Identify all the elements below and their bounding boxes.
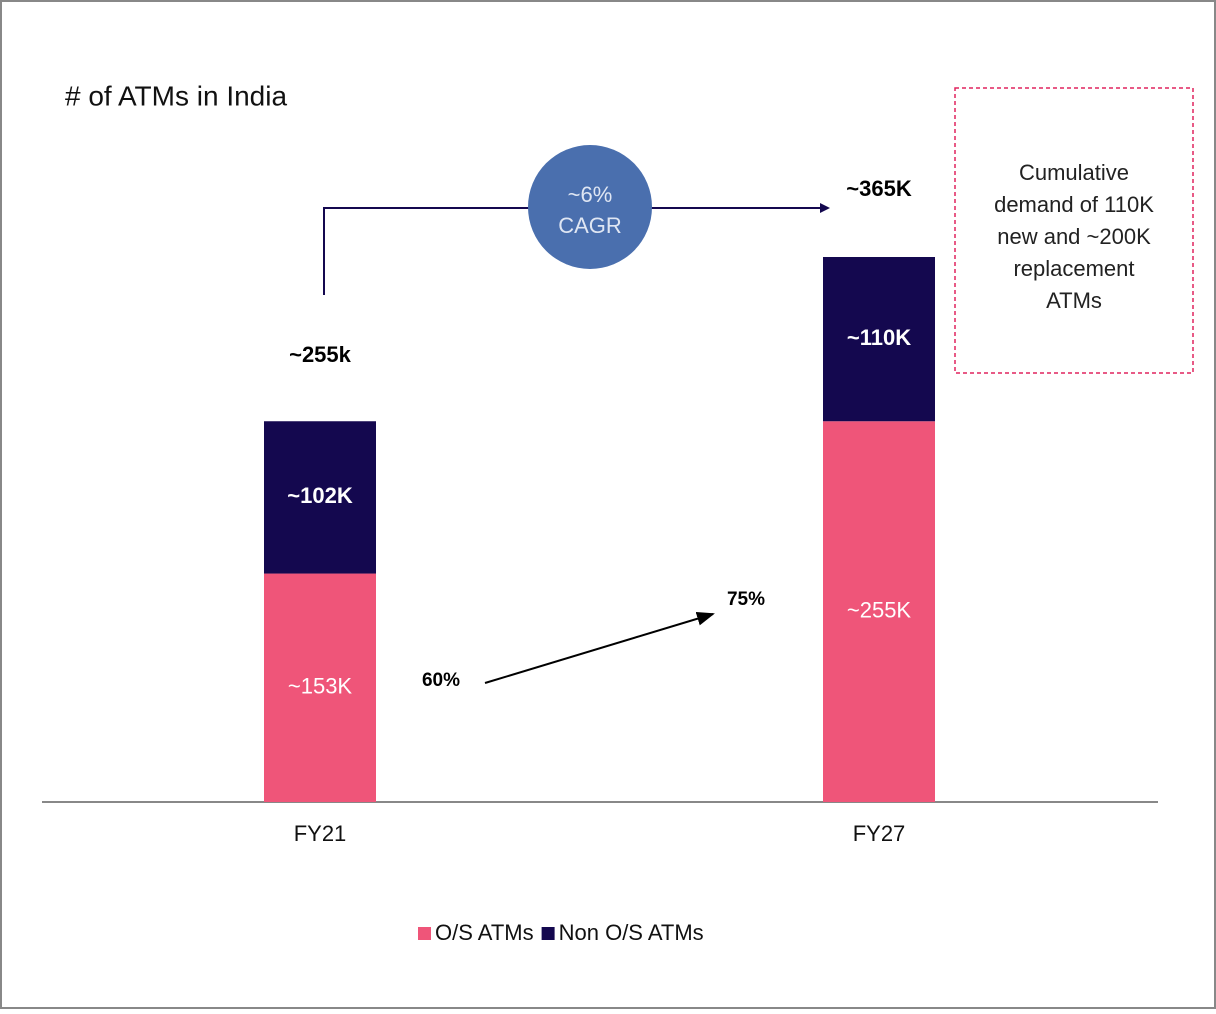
value-label: ~102K bbox=[287, 483, 353, 508]
bar-segment bbox=[823, 257, 935, 422]
x-tick-label: FY27 bbox=[853, 821, 906, 846]
growth-label: ~6% bbox=[568, 182, 613, 207]
share-label: 75% bbox=[727, 589, 765, 610]
value-label: ~255K bbox=[847, 597, 912, 622]
growth-arrow bbox=[323, 203, 830, 295]
note-box bbox=[954, 87, 1194, 374]
legend-label: Non O/S ATMs bbox=[559, 920, 704, 945]
note-text: ATMs bbox=[1046, 288, 1102, 313]
value-label: ~110K bbox=[847, 325, 911, 350]
chart-title: # of ATMs in India bbox=[65, 80, 287, 111]
share-arrow bbox=[484, 611, 715, 684]
bar-segment bbox=[823, 421, 935, 802]
note-text: new and ~200K bbox=[997, 224, 1151, 249]
bar-segment bbox=[264, 573, 376, 802]
note-text: replacement bbox=[1013, 256, 1134, 281]
bar-segment bbox=[264, 421, 376, 574]
value-label: ~153K bbox=[288, 674, 353, 699]
growth-label: CAGR bbox=[558, 213, 622, 238]
legend-swatch bbox=[541, 927, 555, 940]
x-tick-label: FY21 bbox=[294, 821, 347, 846]
total-label: ~365K bbox=[846, 176, 912, 201]
note-text: Cumulative bbox=[1019, 160, 1129, 185]
growth-bubble bbox=[528, 145, 652, 269]
legend-swatch bbox=[418, 927, 431, 940]
note-text: demand of 110K bbox=[994, 192, 1154, 217]
legend-label: O/S ATMs bbox=[435, 920, 534, 945]
share-label: 60% bbox=[422, 670, 460, 691]
total-label: ~255k bbox=[289, 342, 352, 367]
